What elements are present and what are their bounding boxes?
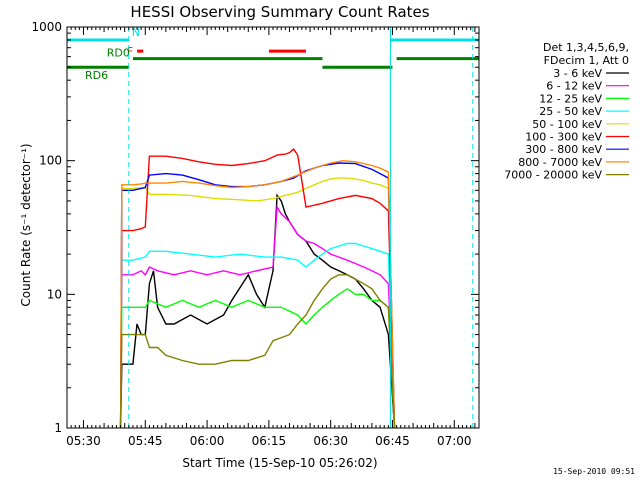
timestamp: 15-Sep-2010 09:51 — [553, 467, 635, 476]
flag-label-1: F — [127, 45, 133, 58]
legend-label-8: 7000 - 20000 keV — [504, 169, 602, 182]
x-axis-label: Start Time (15-Sep-10 05:26:02) — [182, 456, 377, 470]
series-line-2 — [119, 287, 396, 429]
y-tick-label-2: 100 — [39, 154, 62, 168]
x-axis-ticks: 05:30 05:45 06:00 06:15 06:30 06:45 07:00 — [66, 27, 480, 448]
legend-label-6: 300 - 800 keV — [525, 143, 602, 156]
series-line-1 — [119, 204, 396, 429]
flag-label-3: RD6 — [85, 69, 108, 82]
x-tick-label-4: 06:30 — [313, 434, 348, 448]
series-line-7 — [119, 159, 396, 429]
y-tick-label-3: 1000 — [31, 20, 62, 34]
flag-label-0: N — [132, 26, 140, 39]
x-tick-label-5: 06:45 — [375, 434, 410, 448]
chart-title: HESSI Observing Summary Count Rates — [130, 3, 429, 21]
legend-label-7: 800 - 7000 keV — [518, 156, 602, 169]
y-axis-ticks: 1 10 100 1000 — [31, 20, 479, 435]
x-tick-label-1: 05:45 — [128, 434, 163, 448]
x-tick-label-3: 06:15 — [252, 434, 287, 448]
legend: Det 1,3,4,5,6,9, FDecim 1, Att 0 3 - 6 k… — [504, 41, 629, 182]
series-line-5 — [119, 148, 396, 429]
flag-label-2: RD0 — [107, 47, 130, 60]
x-tick-label-2: 06:00 — [190, 434, 225, 448]
legend-header-line-1: Det 1,3,4,5,6,9, — [543, 41, 629, 54]
legend-label-2: 12 - 25 keV — [539, 92, 602, 105]
legend-label-4: 50 - 100 keV — [532, 118, 602, 131]
legend-label-0: 3 - 6 keV — [553, 67, 602, 80]
y-tick-label-0: 1 — [54, 421, 62, 435]
legend-header-line-2: FDecim 1, Att 0 — [544, 54, 629, 67]
y-tick-label-1: 10 — [47, 287, 62, 301]
x-tick-label-0: 05:30 — [66, 434, 101, 448]
x-tick-label-6: 07:00 — [437, 434, 472, 448]
legend-label-5: 100 - 300 keV — [525, 131, 602, 144]
series-line-8 — [119, 274, 396, 429]
legend-label-3: 25 - 50 keV — [539, 105, 602, 118]
series-line-3 — [119, 242, 396, 429]
plot-series-group — [119, 148, 396, 429]
series-line-4 — [119, 177, 396, 429]
legend-label-1: 6 - 12 keV — [546, 80, 602, 93]
y-axis-label: Count Rate (s⁻¹ detector⁻¹) — [19, 143, 33, 306]
